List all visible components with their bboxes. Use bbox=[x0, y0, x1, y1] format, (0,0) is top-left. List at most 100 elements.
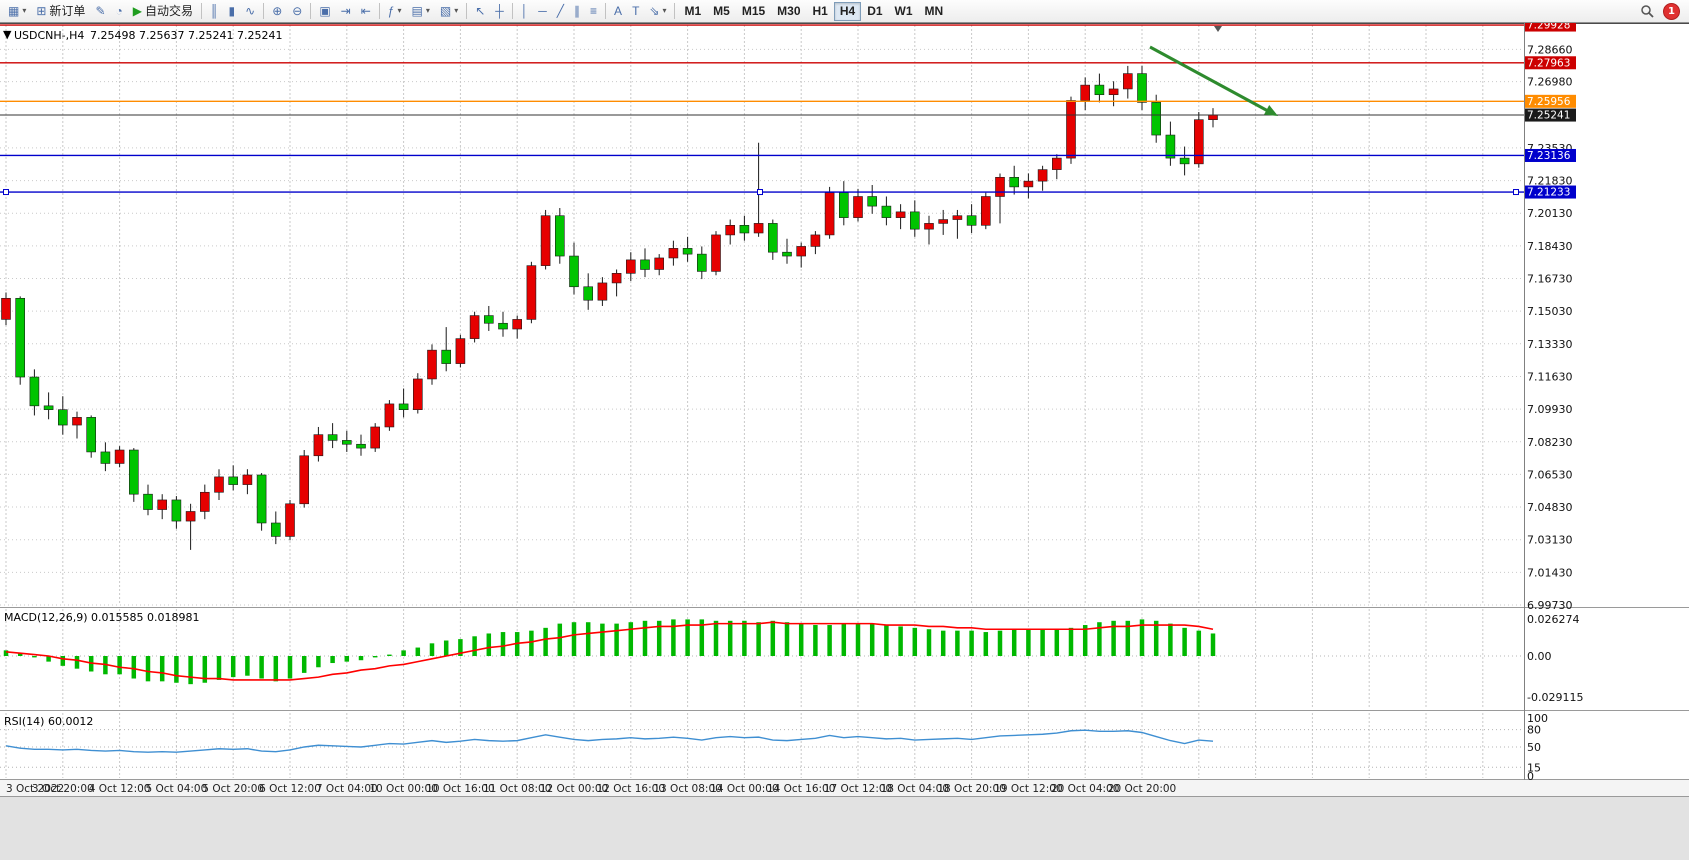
crosshair-icon: ┼ bbox=[495, 4, 504, 18]
candle bbox=[1009, 176, 1020, 188]
toolbar-new-chart[interactable]: ▦ ▾ bbox=[3, 2, 31, 21]
candle bbox=[767, 223, 778, 253]
search-button[interactable] bbox=[1635, 2, 1659, 21]
toolbar-line-chart[interactable]: ∿ bbox=[240, 2, 260, 21]
hline-handle[interactable] bbox=[757, 189, 763, 196]
time-label: 10 Oct 00:00 bbox=[369, 783, 437, 795]
hline-handle[interactable] bbox=[1513, 189, 1519, 196]
toolbar-indicators[interactable]: ƒ ▾ bbox=[383, 2, 407, 21]
candle bbox=[796, 246, 807, 257]
candle bbox=[867, 196, 878, 207]
tf-m5-label: M5 bbox=[713, 4, 730, 18]
toolbar-candlestick-chart[interactable]: ▮ bbox=[224, 2, 241, 21]
caret-down-icon: ▾ bbox=[662, 6, 667, 15]
price-label: 7.26980 bbox=[1527, 76, 1573, 89]
toolbar-chart-shift[interactable]: ⇤ bbox=[356, 2, 376, 21]
toolbar-market-watch[interactable]: ◔ bbox=[111, 2, 128, 21]
price-label: 7.04830 bbox=[1527, 501, 1573, 514]
tf-m1-label: M1 bbox=[684, 4, 702, 18]
candle bbox=[313, 434, 324, 457]
candle bbox=[597, 282, 608, 301]
toolbar-crosshair[interactable]: ┼ bbox=[490, 2, 509, 21]
tile-windows-icon: ▣ bbox=[319, 4, 331, 18]
toolbar-templates[interactable]: ▧ ▾ bbox=[435, 2, 463, 21]
candle bbox=[881, 205, 892, 218]
toolbar-autotrading[interactable]: ▶ 自动交易 bbox=[128, 2, 198, 21]
toolbar-equidistant-channel[interactable]: ∥ bbox=[569, 2, 585, 21]
price-badge-label: 7.25956 bbox=[1527, 96, 1571, 108]
toolbar-vertical-line[interactable]: │ bbox=[516, 2, 534, 21]
chart-shift-marker[interactable] bbox=[1214, 26, 1222, 32]
time-label: 3 Oct 20:00 bbox=[32, 783, 94, 795]
grid bbox=[0, 25, 1524, 778]
chart-ohlc: 7.25498 7.25637 7.25241 7.25241 bbox=[90, 29, 282, 42]
toolbar-separator bbox=[605, 3, 607, 19]
trend-arrow[interactable] bbox=[1149, 45, 1278, 116]
toolbar-tf-m15[interactable]: M15 bbox=[736, 2, 771, 21]
hline-handle[interactable] bbox=[3, 189, 9, 196]
toolbar-new-order[interactable]: ⊞ 新订单 bbox=[31, 2, 90, 21]
notification-badge[interactable]: 1 bbox=[1663, 2, 1680, 20]
candle bbox=[356, 443, 366, 449]
candle bbox=[1208, 114, 1218, 120]
toolbar-tile-windows[interactable]: ▣ bbox=[314, 2, 335, 21]
zoom-out-icon: ⊖ bbox=[292, 4, 303, 18]
candle bbox=[1179, 157, 1190, 165]
toolbar-tf-h4[interactable]: H4 bbox=[833, 1, 862, 21]
price-label: 7.16730 bbox=[1527, 273, 1573, 286]
toolbar-zoom-out[interactable]: ⊖ bbox=[287, 2, 307, 21]
candle bbox=[214, 476, 224, 493]
price-label: 7.18430 bbox=[1527, 240, 1573, 253]
toolbar-zoom-in[interactable]: ⊕ bbox=[267, 2, 287, 21]
toolbar-trendline[interactable]: ╱ bbox=[552, 2, 569, 21]
toolbar-arrows[interactable]: ⇘ ▾ bbox=[644, 2, 671, 21]
price-label: 7.08230 bbox=[1527, 436, 1573, 449]
toolbar-bar-chart[interactable]: ║ bbox=[205, 2, 224, 21]
toolbar-tf-h1[interactable]: H1 bbox=[807, 2, 834, 21]
candle bbox=[739, 225, 750, 234]
bottom-panel bbox=[0, 796, 1689, 860]
price-label: 7.06530 bbox=[1527, 468, 1573, 481]
candle bbox=[1108, 88, 1119, 96]
toolbar-tf-d1[interactable]: D1 bbox=[861, 2, 888, 21]
toolbar-horizontal-line[interactable]: ─ bbox=[533, 2, 552, 21]
toolbar-cursor[interactable]: ↖ bbox=[470, 2, 490, 21]
toolbar-tf-mn[interactable]: MN bbox=[919, 2, 950, 21]
rsi-axis-label: 15 bbox=[1527, 761, 1541, 774]
toolbar-metaeditor[interactable]: ✎ bbox=[90, 2, 110, 21]
toolbar-text-label[interactable]: T bbox=[627, 2, 644, 21]
symbol-dropdown-icon[interactable]: ▼ bbox=[3, 28, 12, 41]
time-label: 13 Oct 08:00 bbox=[653, 783, 721, 795]
candle bbox=[583, 286, 594, 301]
toolbar-separator bbox=[263, 3, 265, 19]
candle bbox=[1066, 100, 1076, 159]
tf-d1-label: D1 bbox=[867, 4, 883, 18]
chart-shift-icon: ⇤ bbox=[360, 4, 371, 18]
toolbar-auto-scroll[interactable]: ⇥ bbox=[336, 2, 356, 21]
macd-axis-label: 0.00 bbox=[1527, 650, 1552, 663]
candle bbox=[668, 248, 679, 259]
candle bbox=[185, 511, 196, 522]
caret-down-icon: ▾ bbox=[454, 6, 459, 15]
toolbar-draw-text[interactable]: A bbox=[609, 2, 627, 21]
toolbar-tf-m1[interactable]: M1 bbox=[678, 2, 707, 21]
toolbar-separator bbox=[310, 3, 312, 19]
tf-mn-label: MN bbox=[924, 4, 944, 18]
toolbar-fibonacci-retracement[interactable]: ≡ bbox=[585, 2, 602, 21]
candle bbox=[895, 211, 906, 218]
candle bbox=[611, 273, 622, 284]
candle bbox=[569, 255, 579, 288]
toolbar-right: 1 bbox=[1635, 2, 1686, 21]
rsi-line bbox=[5, 729, 1214, 753]
rsi-axis-label: 100 bbox=[1527, 712, 1548, 725]
candle bbox=[143, 493, 153, 510]
toolbar-tf-m30[interactable]: M30 bbox=[771, 2, 806, 21]
templates-icon: ▧ bbox=[439, 4, 452, 18]
toolbar-tf-m5[interactable]: M5 bbox=[707, 2, 736, 21]
periods-icon: ▤ bbox=[411, 4, 423, 18]
autotrading-icon: ▶ bbox=[132, 4, 142, 18]
toolbar-tf-w1[interactable]: W1 bbox=[889, 2, 919, 21]
toolbar-periods[interactable]: ▤ ▾ bbox=[406, 2, 434, 21]
